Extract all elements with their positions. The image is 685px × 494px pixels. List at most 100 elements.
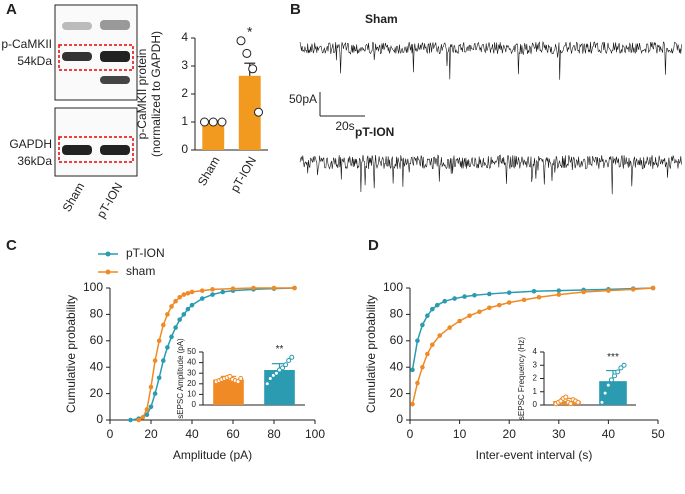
y-tick-label: 20 bbox=[390, 386, 404, 400]
y-tick-label: 60 bbox=[390, 333, 404, 347]
series-marker bbox=[199, 288, 205, 293]
series-marker bbox=[220, 289, 226, 295]
y-tick-label: 3 bbox=[181, 58, 188, 72]
blot-band bbox=[62, 145, 92, 155]
series-marker bbox=[161, 322, 166, 328]
y-tick-label: 0 bbox=[96, 412, 103, 426]
series-marker bbox=[581, 289, 586, 295]
y-tick-label: 60 bbox=[90, 333, 104, 347]
scale-label: 50pA bbox=[289, 92, 317, 106]
data-point bbox=[236, 36, 246, 46]
y-axis-label: Cumulative probability bbox=[64, 295, 78, 413]
series-marker bbox=[430, 342, 435, 348]
y-axis-label: p-CaMKII protein bbox=[135, 49, 149, 140]
series-marker bbox=[430, 306, 435, 312]
series-marker bbox=[437, 333, 443, 338]
series-marker bbox=[173, 325, 178, 330]
series-marker bbox=[177, 317, 182, 322]
y-axis-label: sEPSC Frequency (Hz) bbox=[517, 337, 526, 420]
data-point bbox=[217, 117, 227, 127]
data-point bbox=[208, 117, 218, 127]
series-marker bbox=[487, 291, 492, 297]
series-marker bbox=[210, 292, 215, 297]
data-point bbox=[248, 64, 258, 74]
blot-band bbox=[62, 22, 92, 30]
data-point bbox=[612, 373, 618, 379]
blot-label: GAPDH bbox=[9, 137, 52, 151]
y-tick-label: 0 bbox=[533, 400, 538, 409]
x-tick-label: 60 bbox=[226, 427, 240, 441]
series-marker bbox=[556, 288, 562, 293]
data-point bbox=[264, 381, 270, 387]
series-marker bbox=[420, 322, 425, 328]
lane-label: Sham bbox=[60, 180, 88, 214]
series-marker bbox=[152, 391, 158, 396]
series-marker bbox=[185, 290, 191, 296]
series-marker bbox=[462, 294, 467, 299]
blot-frame bbox=[54, 107, 138, 177]
data-point bbox=[618, 365, 624, 371]
series-marker bbox=[434, 302, 440, 308]
highlight-box bbox=[58, 136, 134, 163]
series-marker bbox=[472, 292, 477, 298]
y-tick-label: 2 bbox=[181, 86, 188, 100]
x-tick-label: 20 bbox=[144, 427, 158, 441]
x-tick-label: 0 bbox=[107, 427, 114, 441]
significance: * bbox=[247, 24, 253, 40]
series-marker bbox=[230, 286, 236, 291]
y-tick-label: 100 bbox=[83, 280, 103, 294]
series-marker bbox=[181, 292, 187, 297]
series-marker bbox=[185, 306, 191, 312]
data-point bbox=[283, 362, 289, 368]
series-marker bbox=[251, 285, 256, 291]
data-point bbox=[235, 379, 241, 385]
data-point bbox=[242, 48, 252, 58]
data-point bbox=[608, 377, 614, 383]
x-tick-label: 40 bbox=[185, 427, 199, 441]
x-axis-label: Amplitude (pA) bbox=[173, 448, 252, 462]
x-tick-label: pT-ION bbox=[228, 154, 259, 194]
y-tick-label: 20 bbox=[187, 379, 196, 388]
y-tick-label: 3 bbox=[533, 360, 538, 369]
data-point bbox=[621, 362, 627, 368]
series-marker bbox=[506, 290, 512, 295]
x-tick-label: 50 bbox=[651, 427, 665, 441]
series-marker bbox=[189, 302, 195, 308]
y-tick-label: 40 bbox=[90, 359, 104, 373]
series-marker bbox=[521, 297, 527, 303]
series-marker bbox=[630, 287, 636, 292]
series-marker bbox=[447, 325, 452, 330]
series-marker bbox=[144, 407, 150, 412]
blot-band bbox=[100, 145, 130, 155]
trace-label: Sham bbox=[365, 12, 398, 26]
series-marker bbox=[169, 334, 174, 340]
trace bbox=[299, 41, 682, 80]
blot-band bbox=[100, 51, 130, 62]
data-point bbox=[280, 365, 286, 371]
series-marker bbox=[425, 351, 430, 357]
series-marker bbox=[140, 415, 146, 420]
legend-marker bbox=[105, 251, 111, 257]
series-marker bbox=[136, 417, 141, 423]
panel-label: B bbox=[290, 1, 301, 18]
series-marker bbox=[181, 312, 187, 317]
data-point bbox=[563, 394, 569, 400]
significance: *** bbox=[607, 352, 619, 363]
legend-marker bbox=[105, 269, 111, 275]
series-marker bbox=[152, 358, 158, 363]
series-marker bbox=[169, 304, 174, 309]
data-point bbox=[575, 399, 581, 405]
data-point bbox=[615, 369, 621, 375]
blot-images bbox=[54, 4, 138, 177]
blot-label: 54kDa bbox=[17, 54, 52, 68]
scale-label: 20s bbox=[335, 119, 354, 133]
series-marker bbox=[415, 338, 420, 344]
blot-band bbox=[62, 52, 92, 61]
data-point bbox=[254, 107, 264, 117]
data-point bbox=[599, 399, 605, 405]
trace-label: pT-ION bbox=[355, 125, 394, 139]
series-marker bbox=[452, 296, 457, 301]
bar bbox=[599, 381, 627, 405]
series-marker bbox=[531, 289, 537, 294]
